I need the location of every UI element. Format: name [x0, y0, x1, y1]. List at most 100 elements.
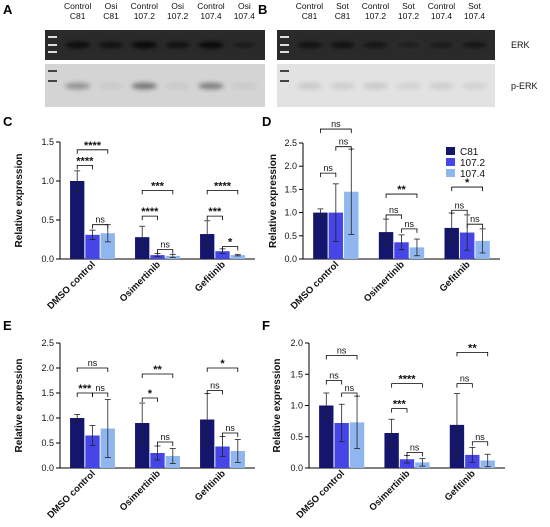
bracket-line — [76, 165, 93, 170]
perk-band — [131, 82, 157, 90]
panel-label: D — [262, 114, 271, 129]
significance-label: ns — [160, 432, 170, 442]
significance-label: ns — [160, 240, 170, 250]
lane-label-top: Control — [131, 1, 159, 11]
significance-bracket: ns — [401, 219, 418, 233]
significance-bracket: * — [222, 237, 239, 251]
bar-C81 — [313, 212, 328, 259]
ladder-mark — [48, 51, 57, 53]
lane-label-top: Osi — [171, 1, 184, 11]
perk-band — [296, 82, 323, 90]
erk-band-core — [130, 40, 159, 50]
y-tick-label: 2.5 — [284, 138, 297, 148]
significance-bracket: **** — [206, 180, 239, 195]
erk-band-core — [394, 40, 423, 50]
bar-C81 — [70, 181, 85, 259]
legend-swatch — [446, 169, 455, 177]
significance-bracket: ns — [92, 383, 109, 397]
ladder-mark — [280, 44, 289, 46]
significance-bracket: *** — [141, 180, 174, 195]
bar-C81 — [135, 423, 150, 468]
category-label: Gefitinib — [443, 468, 478, 503]
y-tick-label: 0.5 — [290, 432, 303, 442]
significance-label: ** — [153, 364, 162, 376]
category-label: DMSO control — [294, 468, 347, 521]
category-label: DMSO control — [45, 468, 98, 521]
bar-C81 — [444, 227, 459, 259]
western-blots: A ControlC81OsiC81Control107.2Osi107.2Con… — [3, 1, 538, 107]
significance-label: ns — [337, 346, 347, 356]
y-tick-label: 2.0 — [284, 161, 297, 171]
erk-band-core — [427, 40, 456, 50]
lane-label-top: Control — [64, 1, 92, 11]
lane-label-top: Control — [296, 1, 324, 11]
significance-bracket: * — [451, 177, 484, 192]
significance-label: ns — [404, 219, 414, 229]
bar-107-2 — [334, 423, 349, 468]
perk-band — [65, 82, 91, 90]
significance-label: * — [220, 358, 225, 370]
significance-label: ns — [339, 137, 349, 147]
legend-swatch — [446, 147, 455, 155]
perk-band — [362, 82, 389, 90]
significance-label: ns — [331, 119, 341, 129]
significance-bracket: ns — [206, 381, 223, 395]
perk-band — [329, 82, 356, 90]
category-label: Osimertinib — [367, 468, 412, 513]
bracket-line — [222, 432, 239, 437]
bracket-line — [466, 223, 484, 229]
significance-bracket: ** — [141, 364, 174, 378]
significance-label: ns — [88, 358, 98, 368]
lane-label-bottom: 107.4 — [464, 11, 486, 21]
erk-band-core — [63, 40, 92, 50]
lane-label-bottom: 107.2 — [398, 11, 420, 21]
significance-label: * — [228, 237, 233, 249]
significance-bracket: *** — [76, 383, 93, 397]
category-label: DMSO control — [45, 259, 98, 312]
y-tick-label: 0.0 — [41, 254, 54, 264]
legend-entry: C81 — [460, 147, 479, 158]
significance-label: ns — [470, 214, 480, 224]
category-label: DMSO control — [289, 259, 342, 312]
perk-band — [231, 82, 257, 90]
significance-bracket: ns — [325, 371, 343, 385]
bar-C81 — [70, 418, 85, 468]
significance-bracket: ns — [406, 442, 423, 457]
chart-panel-D: D 0.0 0.5 1.0 1.5 2.0 2.5 Relative expression ns… — [262, 114, 500, 312]
erk-band-core — [197, 40, 225, 50]
significance-label: **** — [141, 206, 159, 218]
y-tick-label: 1.0 — [284, 208, 297, 218]
perk-band — [395, 82, 422, 90]
y-tick-label: 0.5 — [41, 215, 54, 225]
erk-band-core — [163, 40, 192, 50]
lane-label-bottom: C81 — [70, 11, 86, 21]
lane-label-bottom: C81 — [103, 11, 119, 21]
significance-label: ** — [397, 184, 406, 196]
lane-label-top: Control — [362, 1, 390, 11]
significance-label: *** — [151, 180, 165, 192]
bar-C81 — [378, 232, 394, 259]
significance-label: ns — [345, 383, 355, 393]
lane-label-top: Osi — [105, 1, 118, 11]
bar-107-2 — [394, 242, 409, 259]
y-tick-label: 2.0 — [41, 363, 54, 373]
y-tick-label: 2.0 — [290, 338, 303, 348]
bracket-line — [141, 373, 174, 378]
ladder-mark — [280, 80, 289, 82]
y-tick-label: 0.0 — [290, 463, 303, 473]
significance-bracket: **** — [76, 155, 94, 170]
perk-band — [461, 82, 488, 90]
ladder-mark — [280, 36, 289, 38]
significance-bracket: ns — [157, 240, 174, 254]
bracket-line — [406, 451, 423, 457]
erk-band-core — [328, 40, 357, 50]
significance-bracket: ** — [385, 184, 418, 199]
ladder-mark — [48, 70, 57, 72]
bracket-line — [325, 380, 343, 385]
bracket-line — [335, 146, 352, 151]
significance-bracket: * — [141, 388, 158, 402]
category-label: Gefitinib — [193, 468, 228, 503]
perk-band — [165, 82, 191, 90]
